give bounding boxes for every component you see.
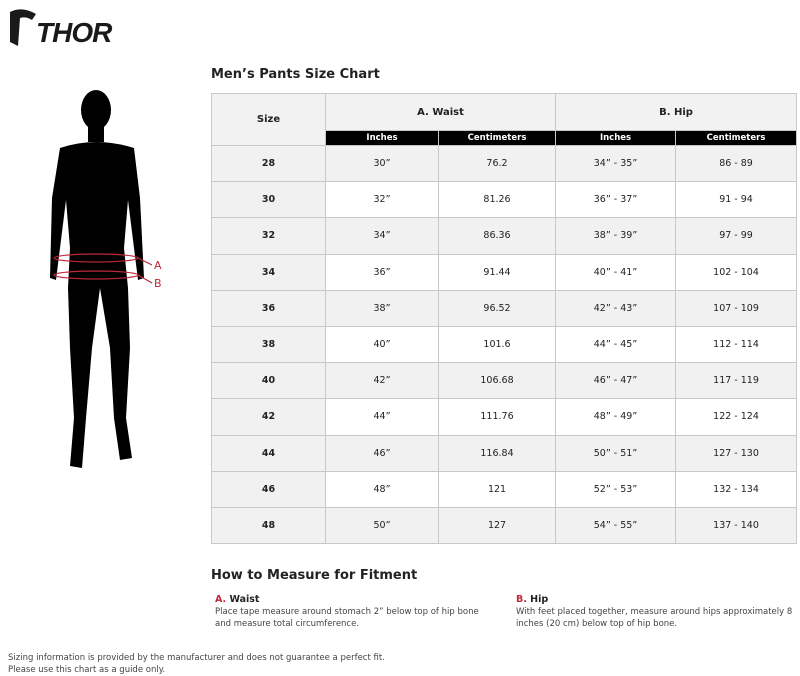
page-title: Men’s Pants Size Chart	[211, 67, 380, 82]
hip-inches-cell: 54” - 55”	[555, 506, 677, 545]
size-cell: 38	[211, 325, 326, 364]
hip-inches-cell: 52” - 53”	[555, 470, 677, 508]
subheader: Inches	[325, 130, 439, 146]
waist-inches-cell: 34”	[325, 217, 439, 255]
hip-inches-cell: 42” - 43”	[555, 289, 677, 327]
hip-cm-cell: 132 - 134	[675, 470, 798, 508]
hip-cm-cell: 97 - 99	[675, 217, 798, 255]
waist-cm-cell: 116.84	[437, 434, 557, 472]
table-row: 44 46” 116.84 50” - 51” 127 - 130	[211, 434, 798, 472]
hip-text: With feet placed together, measure aroun…	[516, 607, 793, 629]
size-cell: 32	[211, 217, 326, 255]
size-cell: 36	[211, 289, 326, 327]
label-b: B	[154, 277, 162, 290]
waist-inches-cell: 50”	[325, 506, 439, 545]
table-row: 30 32” 81.26 36” - 37” 91 - 94	[211, 181, 798, 219]
waist-cm-cell: 101.6	[437, 325, 557, 364]
size-cell: 34	[211, 253, 326, 291]
hip-letter: B.	[516, 594, 527, 605]
table-row: 36 38” 96.52 42” - 43” 107 - 109	[211, 289, 798, 327]
table-row: 34 36” 91.44 40” - 41” 102 - 104	[211, 253, 798, 291]
hip-cm-cell: 137 - 140	[675, 506, 798, 545]
svg-text:THOR: THOR	[36, 17, 113, 46]
waist-inches-cell: 46”	[325, 434, 439, 472]
hip-header: B. Hip	[555, 93, 798, 131]
waist-cm-cell: 91.44	[437, 253, 557, 291]
table-row: 48 50” 127 54” - 55” 137 - 140	[211, 506, 798, 545]
waist-inches-cell: 42”	[325, 362, 439, 400]
hip-inches-cell: 34” - 35”	[555, 144, 677, 183]
waist-inches-cell: 32”	[325, 181, 439, 219]
waist-cm-cell: 86.36	[437, 217, 557, 255]
hip-cm-cell: 122 - 124	[675, 398, 798, 436]
size-cell: 28	[211, 144, 326, 183]
size-table: Size A. Waist B. Hip Inches Centimeters …	[211, 93, 798, 545]
waist-cm-cell: 76.2	[437, 144, 557, 183]
waist-inches-cell: 36”	[325, 253, 439, 291]
table-row: 28 30” 76.2 34” - 35” 86 - 89	[211, 144, 798, 183]
size-header: Size	[211, 93, 326, 146]
hip-cm-cell: 102 - 104	[675, 253, 798, 291]
table-row: 40 42” 106.68 46” - 47” 117 - 119	[211, 362, 798, 400]
hip-cm-cell: 127 - 130	[675, 434, 798, 472]
table-row: 42 44” 111.76 48” - 49” 122 - 124	[211, 398, 798, 436]
hip-cm-cell: 91 - 94	[675, 181, 798, 219]
hip-inches-cell: 36” - 37”	[555, 181, 677, 219]
table-row: 32 34” 86.36 38” - 39” 97 - 99	[211, 217, 798, 255]
hip-cm-cell: 107 - 109	[675, 289, 798, 327]
subheader: Centimeters	[437, 130, 557, 146]
waist-letter: A.	[215, 594, 227, 605]
waist-inches-cell: 48”	[325, 470, 439, 508]
waist-inches-cell: 44”	[325, 398, 439, 436]
waist-cm-cell: 96.52	[437, 289, 557, 327]
hip-inches-cell: 46” - 47”	[555, 362, 677, 400]
waist-inches-cell: 38”	[325, 289, 439, 327]
table-row: 38 40” 101.6 44” - 45” 112 - 114	[211, 325, 798, 364]
waist-cm-cell: 121	[437, 470, 557, 508]
hip-cm-cell: 112 - 114	[675, 325, 798, 364]
hip-cm-cell: 117 - 119	[675, 362, 798, 400]
size-cell: 40	[211, 362, 326, 400]
subheader: Centimeters	[675, 130, 798, 146]
waist-cm-cell: 81.26	[437, 181, 557, 219]
hip-name: Hip	[530, 594, 549, 605]
size-cell: 30	[211, 181, 326, 219]
hip-instructions: B. Hip With feet placed together, measur…	[516, 594, 796, 630]
label-a: A	[154, 259, 162, 272]
hip-inches-cell: 48” - 49”	[555, 398, 677, 436]
disclaimer: Sizing information is provided by the ma…	[8, 653, 385, 675]
hip-inches-cell: 44” - 45”	[555, 325, 677, 364]
size-cell: 42	[211, 398, 326, 436]
size-cell: 44	[211, 434, 326, 472]
waist-cm-cell: 111.76	[437, 398, 557, 436]
waist-cm-cell: 127	[437, 506, 557, 545]
hip-inches-cell: 38” - 39”	[555, 217, 677, 255]
waist-inches-cell: 40”	[325, 325, 439, 364]
hip-inches-cell: 50” - 51”	[555, 434, 677, 472]
waist-header: A. Waist	[324, 93, 557, 131]
table-row: 46 48” 121 52” - 53” 132 - 134	[211, 470, 798, 508]
waist-instructions: A. Waist Place tape measure around stoma…	[215, 594, 485, 630]
measure-title: How to Measure for Fitment	[211, 568, 418, 583]
body-silhouette: A B	[50, 90, 162, 468]
subheader: Inches	[555, 130, 677, 146]
hip-cm-cell: 86 - 89	[675, 144, 798, 183]
waist-cm-cell: 106.68	[437, 362, 557, 400]
waist-text: Place tape measure around stomach 2” bel…	[215, 607, 479, 629]
size-cell: 46	[211, 470, 326, 508]
hip-inches-cell: 40” - 41”	[555, 253, 677, 291]
waist-name: Waist	[229, 594, 260, 605]
thor-logo: THOR	[10, 9, 114, 46]
size-cell: 48	[211, 506, 326, 545]
waist-inches-cell: 30”	[325, 144, 439, 183]
